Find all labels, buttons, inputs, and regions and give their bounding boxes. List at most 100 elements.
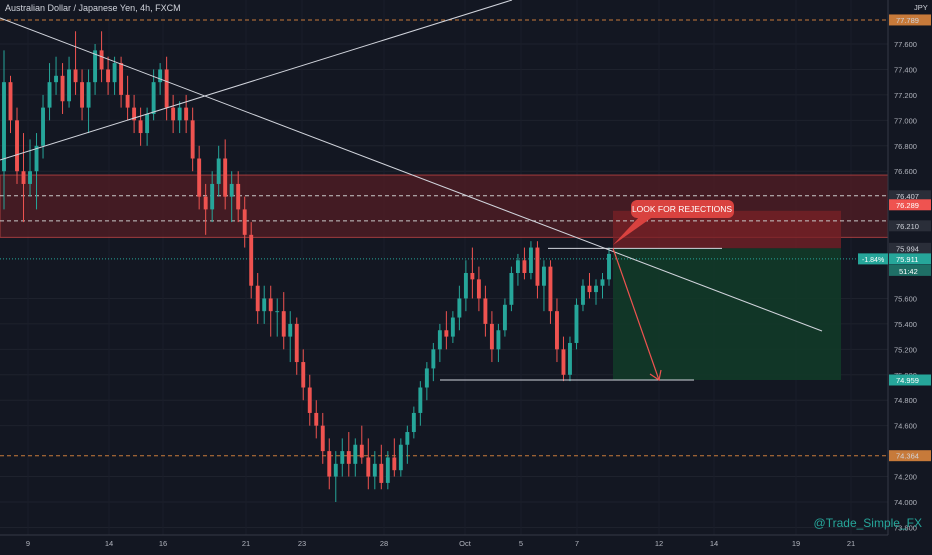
candles xyxy=(2,31,611,502)
candle-body xyxy=(600,279,605,286)
candle-body xyxy=(223,158,228,197)
annotation-callout[interactable]: LOOK FOR REJECTIONS xyxy=(613,200,734,245)
callout-tail xyxy=(613,216,654,245)
y-tick-label: 77.600 xyxy=(894,40,917,49)
candle-body xyxy=(581,285,585,305)
candle-body xyxy=(268,298,273,312)
candle-body xyxy=(594,285,598,293)
candle-body xyxy=(366,457,371,477)
candle-body xyxy=(333,463,338,477)
change-tag-text: -1.84% xyxy=(862,257,884,264)
candle-body xyxy=(229,183,234,197)
candle-body xyxy=(158,69,163,83)
y-tick-label: 77.400 xyxy=(894,65,917,74)
candle-body xyxy=(457,298,462,318)
candle-body xyxy=(249,234,254,286)
price-label-bg xyxy=(889,253,931,265)
x-tick-label: 7 xyxy=(575,539,579,548)
y-tick-label: 77.200 xyxy=(894,91,917,100)
short-position-target-box[interactable] xyxy=(613,248,841,380)
candle-body xyxy=(80,82,85,108)
candle-body xyxy=(327,451,332,477)
candle-body xyxy=(535,247,540,286)
candle-body xyxy=(177,107,182,121)
candle-body xyxy=(34,145,39,172)
candle-body xyxy=(47,82,52,108)
candle-body xyxy=(548,266,553,312)
candle-body xyxy=(41,107,45,146)
y-tick-label: 76.600 xyxy=(894,167,917,176)
candle-body xyxy=(541,266,546,286)
candle-body xyxy=(60,75,65,102)
price-label-text: 76.210 xyxy=(896,222,919,231)
price-label-text: 75.994 xyxy=(896,244,919,253)
price-label-text: 75.911 xyxy=(896,255,918,264)
candle-body xyxy=(398,444,403,471)
candle-body xyxy=(184,107,189,121)
candle-body xyxy=(210,183,215,210)
candle-body xyxy=(119,63,124,95)
candle-body xyxy=(411,412,416,433)
candle-body xyxy=(437,330,442,350)
candle-body xyxy=(418,387,423,413)
callout-text: LOOK FOR REJECTIONS xyxy=(632,204,732,214)
candle-body xyxy=(424,368,429,388)
candle-body xyxy=(281,311,286,337)
y-tick-label: 74.600 xyxy=(894,422,917,431)
candle-body xyxy=(509,273,514,305)
callout-box xyxy=(631,200,734,218)
candle-body xyxy=(561,349,566,375)
candle-body xyxy=(275,311,280,313)
ascending-trendline[interactable] xyxy=(0,0,513,161)
candle-body xyxy=(431,349,436,369)
price-label-bg xyxy=(889,242,931,254)
candle-body xyxy=(574,304,579,343)
candle-body xyxy=(359,444,364,458)
price-axis[interactable]: 77.600 77.400 77.200 77.000 76.800 76.600 75.6… xyxy=(887,0,917,535)
y-tick-label: 75.200 xyxy=(894,345,917,354)
candle-body xyxy=(346,451,351,464)
x-tick-label: 28 xyxy=(380,539,388,548)
y-tick-label: 75.600 xyxy=(894,294,917,303)
candle-body xyxy=(73,69,78,83)
price-label-text: 76.289 xyxy=(896,201,919,210)
candle-body xyxy=(496,330,501,350)
candle-body xyxy=(2,82,6,172)
change-tag-bg xyxy=(858,253,888,265)
price-label-text: 74.959 xyxy=(896,376,919,385)
y-tick-label: 74.200 xyxy=(894,473,917,482)
price-label-bg xyxy=(889,374,931,386)
candle-body xyxy=(483,298,488,324)
x-tick-label: 21 xyxy=(242,539,250,548)
candle-body xyxy=(502,304,507,331)
candle-body xyxy=(515,260,520,273)
y-tick-label: 74.800 xyxy=(894,396,917,405)
candle-body xyxy=(190,120,195,159)
candle-body xyxy=(372,463,377,477)
candle-body xyxy=(216,158,221,184)
price-label-text: 77.789 xyxy=(896,16,919,25)
candle-body xyxy=(15,120,19,172)
x-tick-label: 14 xyxy=(710,539,718,548)
countdown-text: 51:42 xyxy=(899,267,918,276)
y-tick-label: 75.400 xyxy=(894,320,917,329)
candle-body xyxy=(67,69,72,102)
candle-body xyxy=(294,323,299,363)
candle-body xyxy=(301,362,306,388)
candle-body xyxy=(476,279,481,299)
candle-body xyxy=(314,412,319,426)
candle-body xyxy=(21,171,26,184)
candle-body xyxy=(307,387,312,413)
candle-body xyxy=(522,260,527,273)
descending-trendline[interactable] xyxy=(0,17,823,332)
projection-arrow[interactable] xyxy=(612,248,660,381)
x-tick-label: 5 xyxy=(519,539,523,548)
candle-body xyxy=(489,323,494,350)
price-label-text: 76.407 xyxy=(896,192,919,201)
time-axis[interactable]: 9 14 16 21 23 28 Oct 5 7 12 14 19 21 xyxy=(0,534,888,548)
candle-body xyxy=(112,63,117,83)
price-label-bg xyxy=(889,450,931,462)
